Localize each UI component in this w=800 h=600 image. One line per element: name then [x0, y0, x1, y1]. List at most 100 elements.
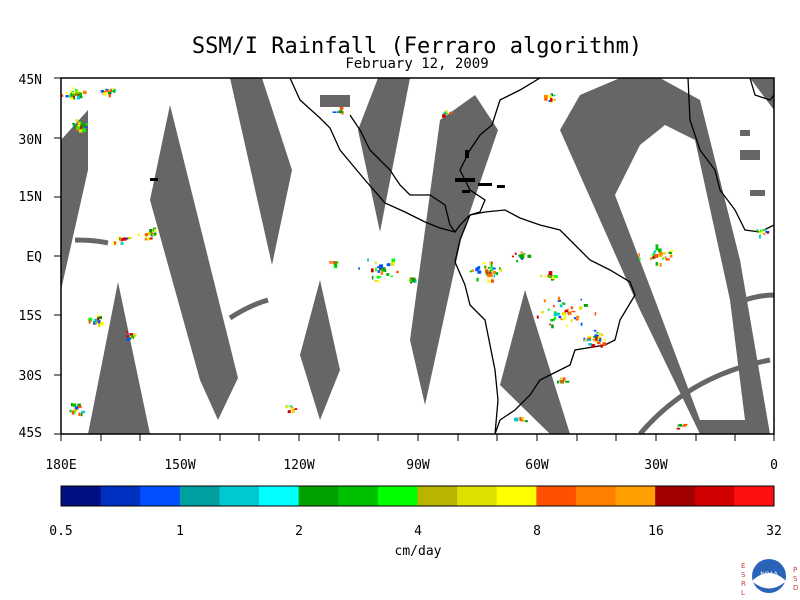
rain-pixel [154, 228, 157, 233]
colorbar-swatch [100, 486, 141, 506]
rain-pixel [380, 271, 384, 275]
rain-pixel [144, 238, 148, 241]
rain-pixel [100, 321, 104, 326]
colorbar-swatch [140, 486, 181, 506]
rain-pixel [76, 94, 79, 96]
colorbar-labels: 0.5 1 2 4 8 16 32 [49, 524, 782, 539]
rain-pixel [670, 250, 674, 253]
rain-pixel [587, 337, 591, 341]
colorbar-tick-label: 2 [295, 524, 303, 539]
rain-pixel [371, 275, 374, 280]
rain-pixel [93, 321, 96, 325]
rain-pixel [677, 424, 681, 427]
rain-pixel [492, 270, 496, 274]
colorbar-tick-label: 4 [414, 524, 422, 539]
rain-pixel [341, 110, 344, 115]
rain-pixel [150, 233, 153, 237]
rain-pixel [588, 343, 592, 346]
lat-label: 30N [19, 133, 42, 148]
swath-gap [358, 78, 410, 232]
lat-label: 45N [19, 73, 42, 88]
rain-pixel [511, 255, 514, 258]
rain-pixel [595, 337, 598, 341]
logo-letter: D [793, 584, 798, 592]
rain-pixel [338, 110, 343, 114]
rain-pixel [386, 263, 391, 267]
rainfall-patches [61, 87, 770, 430]
rain-pixel [551, 94, 556, 97]
tick-marks [54, 77, 775, 441]
rain-pixel [519, 416, 522, 421]
rain-pixel [117, 236, 121, 239]
rain-pixel [409, 278, 413, 283]
rain-pixel [557, 299, 561, 302]
rain-pixel [580, 322, 583, 326]
rain-pixel [106, 89, 109, 91]
rain-pixel [334, 263, 337, 267]
rain-pixel [471, 269, 474, 272]
rain-pixel [148, 232, 151, 236]
rain-pixel [495, 272, 498, 275]
lat-label: 45S [19, 426, 42, 441]
rain-pixel [97, 316, 100, 321]
rain-pixel [554, 311, 557, 313]
rain-pixel [520, 251, 523, 254]
rain-pixel [548, 94, 552, 99]
rain-pixel [145, 236, 147, 240]
rain-pixel [374, 261, 377, 264]
rain-pixel [522, 416, 524, 420]
rain-pixel [443, 112, 445, 115]
colorbar-swatch [615, 486, 656, 506]
rain-pixel [475, 267, 479, 272]
rain-pixel [127, 237, 132, 240]
rain-pixel [553, 312, 558, 317]
coastlines [289, 78, 774, 434]
rain-pixel [664, 256, 667, 260]
rain-pixel [487, 271, 491, 275]
colorbar-tick-label: 32 [766, 524, 782, 539]
rain-pixel [77, 121, 81, 125]
rain-pixel [599, 333, 603, 335]
swath-arc [744, 292, 774, 303]
rain-pixel [565, 309, 569, 311]
rain-pixel [77, 126, 80, 130]
rain-pixel [74, 89, 78, 92]
rain-pixel [65, 92, 68, 95]
rain-pixel [111, 88, 114, 91]
map-title: SSM/I Rainfall (Ferraro algorithm) [192, 34, 642, 59]
rain-pixel [79, 120, 82, 124]
rain-pixel [553, 318, 555, 321]
rain-pixel [767, 231, 769, 234]
rain-pixel [72, 123, 75, 127]
lon-label: 150W [164, 458, 195, 473]
rain-pixel [489, 269, 492, 272]
rain-pixel [331, 261, 335, 264]
colorbar-border [60, 485, 775, 507]
rain-pixel [80, 412, 83, 417]
colorbar-tick-label: 8 [533, 524, 541, 539]
map-date: February 12, 2009 [345, 56, 488, 72]
logo-letter: L [741, 589, 745, 597]
colorbar-tick-label: 16 [648, 524, 664, 539]
rain-pixel [70, 403, 73, 407]
rain-pixel [82, 90, 87, 95]
lat-label: 15S [19, 309, 42, 324]
rain-pixel [74, 406, 79, 410]
swath-gap [500, 290, 570, 434]
rain-pixel [85, 123, 89, 126]
rain-pixel [377, 270, 380, 273]
rain-pixel [520, 254, 523, 258]
rain-pixel [82, 123, 86, 127]
rain-pixel [392, 260, 396, 264]
colorbar-swatch [536, 486, 577, 506]
rain-pixel [98, 316, 102, 320]
rain-pixel [69, 409, 72, 413]
rain-pixel [551, 275, 556, 280]
rain-pixel [586, 339, 591, 342]
rain-pixel [550, 278, 555, 281]
rain-pixel [149, 229, 153, 233]
swath-hole [615, 125, 745, 420]
rain-pixel [386, 273, 390, 276]
rain-pixel [396, 270, 399, 273]
swath-gap [410, 95, 498, 405]
